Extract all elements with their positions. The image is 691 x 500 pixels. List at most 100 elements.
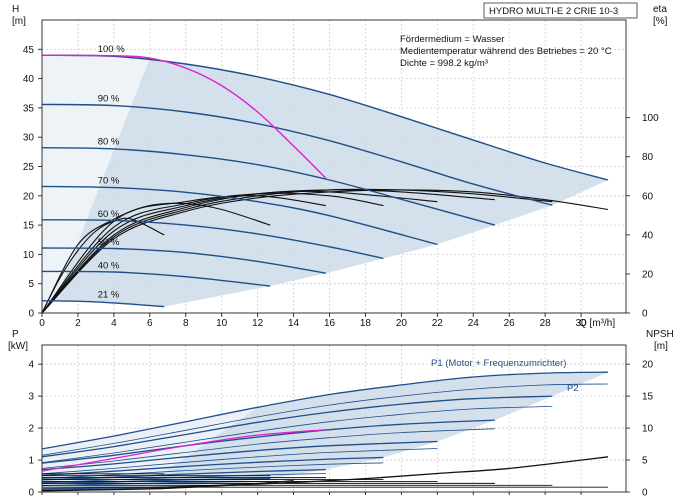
speed-label: 21 %	[98, 290, 120, 301]
npsh-axis-unit: [m]	[654, 341, 668, 352]
annotation-density: Dichte = 998.2 kg/m³	[400, 58, 488, 69]
p2-curve	[42, 462, 384, 479]
npsh-axis-label: NPSH	[646, 329, 674, 340]
head-tick-label: 10	[23, 250, 35, 261]
power-limit-curve	[42, 429, 326, 472]
flow-tick-label: 14	[288, 318, 300, 329]
power-tick-label: 4	[28, 360, 34, 371]
efficiency-curve	[42, 190, 438, 313]
power-axis-label: P	[12, 329, 19, 340]
p1-curve	[42, 371, 609, 450]
flow-tick-label: 12	[252, 318, 264, 329]
speed-label: 60 %	[98, 209, 120, 220]
head-curve	[42, 300, 165, 308]
p1-curve	[42, 477, 271, 485]
head-tick-label: 15	[23, 221, 35, 232]
npsh-tick-label: 0	[642, 488, 648, 499]
head-operating-area	[42, 55, 608, 311]
efficiency-curve	[42, 192, 384, 313]
head-axis-label: H	[12, 4, 19, 15]
npsh-curves	[42, 456, 609, 492]
eta-axis-unit: [%]	[653, 16, 668, 27]
power-tick-label: 3	[28, 392, 34, 403]
npsh-tick-label: 15	[642, 392, 654, 403]
head-tick-label: 0	[28, 309, 34, 320]
speed-label: 80 %	[98, 137, 120, 148]
flow-tick-label: 0	[39, 318, 45, 329]
efficiency-curves	[42, 188, 609, 313]
npsh-tick-label: 20	[642, 360, 654, 371]
power-axes: 0 1 2 3 4 0 5 10 15 20	[28, 360, 653, 499]
eta-tick-label: 20	[642, 269, 654, 280]
speed-label: 100 %	[98, 44, 125, 55]
flow-axis-label: Q [m³/h]	[579, 318, 615, 329]
p2-curve	[42, 406, 553, 463]
head-tick-label: 40	[23, 74, 35, 85]
eta-tick-label: 40	[642, 230, 654, 241]
head-tick-label: 5	[28, 279, 34, 290]
speed-label: 50 %	[98, 237, 120, 248]
flow-tick-label: 6	[147, 318, 153, 329]
speed-label: 70 %	[98, 175, 120, 186]
npsh-curve-extra	[149, 480, 294, 488]
head-area-fill	[42, 55, 608, 307]
head-curve	[42, 54, 609, 181]
p1-curve	[42, 395, 553, 458]
npsh-tick-label: 10	[642, 424, 654, 435]
speed-labels: 100 % 90 % 80 % 70 % 60 % 50 % 40 % 21 %	[98, 44, 125, 301]
eta-axis-label: eta	[653, 4, 667, 15]
head-tick-label: 30	[23, 133, 35, 144]
npsh-curve	[42, 456, 609, 492]
head-curve	[42, 219, 384, 260]
speed-label: 90 %	[98, 93, 120, 104]
flow-tick-label: 22	[432, 318, 444, 329]
p1-curve	[42, 456, 384, 477]
power-plot-frame	[41, 344, 627, 493]
head-tick-label: 35	[23, 103, 35, 114]
p1-curve	[42, 468, 326, 481]
p2-curve	[42, 428, 495, 469]
flow-tick-label: 4	[111, 318, 117, 329]
annotation-medium: Fördermedium = Wasser	[400, 34, 504, 45]
p2-series-label: P2	[567, 383, 579, 394]
eta-tick-label: 80	[642, 152, 654, 163]
power-tick-label: 1	[28, 456, 34, 467]
flow-tick-label: 18	[360, 318, 372, 329]
p2-curve	[42, 383, 609, 456]
power-tick-label: 2	[28, 424, 34, 435]
head-curve	[42, 270, 271, 287]
head-area-light	[42, 55, 150, 311]
limit-curve	[42, 54, 327, 179]
head-axes: 0 2 4 6 8 10 12 14 16 18 20 22 24 26 28 300510152025303…	[23, 45, 659, 329]
p1-curve	[42, 440, 438, 471]
speed-label: 40 %	[98, 260, 120, 271]
flow-tick-label: 30	[576, 318, 588, 329]
flow-tick-label: 28	[540, 318, 552, 329]
efficiency-curve	[42, 188, 553, 313]
limit-curve-line	[42, 54, 327, 179]
eta-tick-label: 60	[642, 191, 654, 202]
efficiency-curve	[42, 202, 271, 313]
flow-tick-label: 8	[183, 318, 189, 329]
power-curves	[42, 371, 609, 491]
head-curve	[42, 185, 438, 246]
head-axis-unit: [m]	[12, 16, 26, 27]
power-axis-unit: [kW]	[8, 341, 28, 352]
p1-series-label: P1 (Motor + Frequenzumrichter)	[431, 358, 566, 369]
flow-tick-label: 2	[75, 318, 81, 329]
efficiency-curve	[42, 195, 326, 313]
p1-curve	[42, 419, 495, 464]
head-tick-label: 20	[23, 191, 35, 202]
eta-tick-label: 0	[642, 309, 648, 320]
head-tick-label: 25	[23, 162, 35, 173]
chart-title: HYDRO MULTI-E 2 CRIE 10-3	[489, 6, 618, 17]
p2-curve	[42, 448, 438, 475]
flow-tick-label: 26	[504, 318, 516, 329]
head-curve	[42, 147, 495, 226]
flow-tick-label: 24	[468, 318, 480, 329]
power-area-light	[42, 407, 258, 489]
head-curve	[42, 103, 553, 206]
flow-tick-label: 10	[216, 318, 228, 329]
